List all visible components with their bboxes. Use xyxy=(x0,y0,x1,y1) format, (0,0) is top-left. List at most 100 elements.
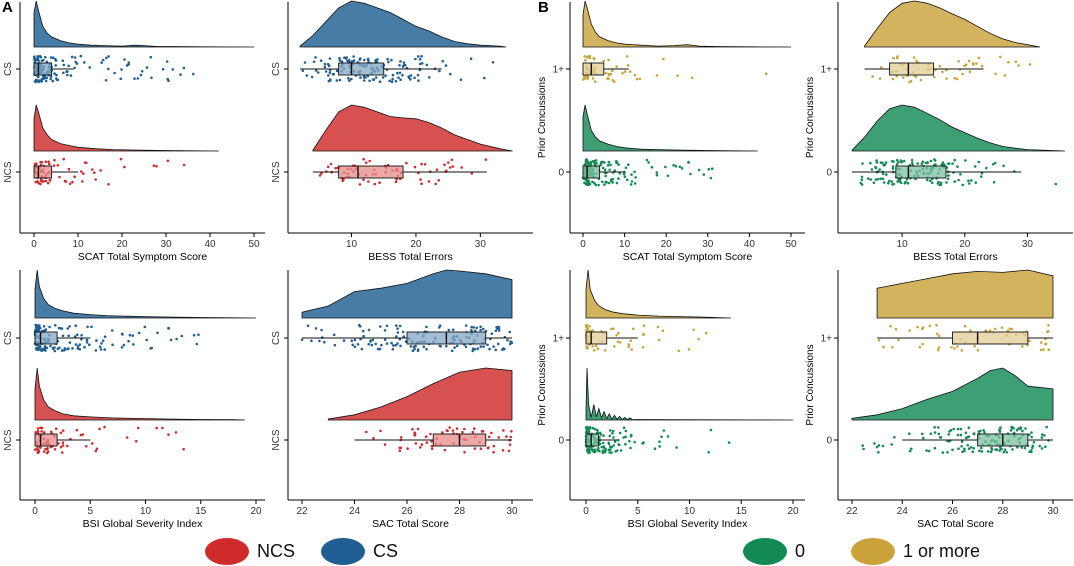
data-point xyxy=(903,181,907,185)
data-point xyxy=(588,54,591,58)
data-point xyxy=(488,347,491,351)
data-point xyxy=(43,450,46,453)
data-point xyxy=(167,326,170,330)
data-point xyxy=(596,428,599,432)
data-point xyxy=(149,55,152,59)
data-point xyxy=(310,339,313,343)
y-tick-label: NCS xyxy=(271,429,282,450)
data-point xyxy=(655,171,659,174)
series-CS: CS xyxy=(3,0,255,84)
data-point xyxy=(36,55,39,58)
data-point xyxy=(376,58,379,61)
data-point xyxy=(505,435,508,438)
data-point xyxy=(68,325,71,328)
density-cloud xyxy=(876,269,1054,319)
y-axis-title: Prior Concussions xyxy=(805,344,816,425)
data-point xyxy=(890,443,893,446)
data-point xyxy=(971,450,975,454)
data-point xyxy=(306,324,310,328)
data-point xyxy=(492,444,496,448)
box-iqr xyxy=(952,331,1029,345)
x-tick-label: 30 xyxy=(475,239,487,250)
data-point xyxy=(895,56,899,60)
x-tick-label: 26 xyxy=(401,506,413,517)
data-point xyxy=(451,165,455,168)
data-point xyxy=(473,447,477,450)
data-point xyxy=(877,451,880,454)
data-point xyxy=(78,348,82,351)
data-point xyxy=(629,183,633,186)
data-point xyxy=(972,446,975,450)
chart-a4: 22 24 26 28 30 SAC Total Score CS NCS xyxy=(271,269,533,530)
data-point xyxy=(887,181,890,185)
data-point xyxy=(594,344,598,348)
data-point xyxy=(332,73,336,76)
data-point xyxy=(39,446,42,449)
data-point xyxy=(603,450,607,454)
data-point xyxy=(1024,427,1027,430)
data-point xyxy=(444,64,448,67)
data-point xyxy=(874,178,878,181)
data-point xyxy=(48,179,52,182)
data-point xyxy=(764,72,768,75)
data-point xyxy=(49,445,53,449)
data-point xyxy=(471,349,475,353)
data-point xyxy=(451,429,455,432)
data-point xyxy=(928,324,932,328)
data-point xyxy=(891,77,895,81)
data-point xyxy=(379,325,382,328)
series-one-or-more: 1+ xyxy=(553,269,731,353)
box-iqr xyxy=(585,331,608,345)
data-point xyxy=(586,327,590,331)
data-point xyxy=(933,431,937,434)
data-point xyxy=(197,333,200,337)
data-point xyxy=(416,73,420,77)
data-point xyxy=(974,181,978,184)
data-point xyxy=(318,339,321,343)
data-point xyxy=(459,78,463,81)
legend-swatch-cs xyxy=(321,537,366,565)
data-point xyxy=(47,160,50,163)
data-point xyxy=(40,80,44,83)
x-tick-label: 20 xyxy=(250,506,262,517)
data-point xyxy=(510,430,513,433)
data-point xyxy=(469,57,473,60)
data-point xyxy=(877,444,881,447)
data-point xyxy=(501,348,504,351)
data-point xyxy=(594,183,598,187)
x-axis-title: BESS Total Errors xyxy=(368,251,452,263)
legend-item-zero: 0 xyxy=(743,537,805,565)
data-point xyxy=(601,451,604,455)
data-point xyxy=(365,430,368,434)
x-tick-label: 15 xyxy=(195,506,207,517)
data-point xyxy=(449,72,452,76)
data-point xyxy=(143,325,147,329)
data-point xyxy=(136,426,140,430)
data-point xyxy=(53,448,57,451)
data-point xyxy=(938,183,941,187)
data-point xyxy=(57,442,60,445)
data-point xyxy=(690,76,694,80)
data-point xyxy=(1030,431,1033,434)
series-zero: 0 xyxy=(558,104,758,187)
data-point xyxy=(883,163,887,167)
data-point xyxy=(453,346,456,349)
data-point xyxy=(593,57,596,61)
data-point xyxy=(963,447,966,451)
x-axis-title: BESS Total Errors xyxy=(913,251,997,263)
data-point xyxy=(940,163,944,166)
data-point xyxy=(866,177,870,180)
data-point xyxy=(479,325,482,329)
data-point xyxy=(424,435,428,439)
data-point xyxy=(869,178,872,181)
data-point xyxy=(398,337,402,341)
series-one-or-more: 1+ xyxy=(553,0,792,83)
data-point xyxy=(921,160,925,163)
data-point xyxy=(44,55,47,59)
data-point xyxy=(709,176,713,180)
data-point xyxy=(596,347,600,351)
data-point xyxy=(56,347,60,351)
x-tick-label: 30 xyxy=(506,506,518,517)
data-point xyxy=(362,178,365,182)
legend-label-cs: CS xyxy=(373,540,399,561)
